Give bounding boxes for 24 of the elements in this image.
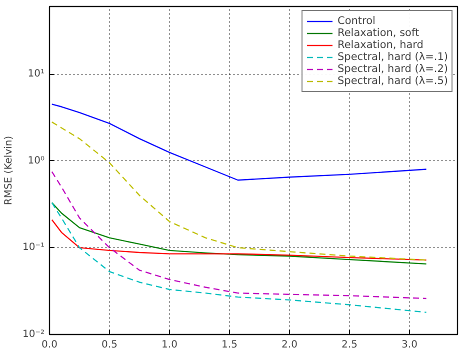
legend-label: Spectral, hard (λ=.1) [338,51,448,63]
line-series [51,171,427,300]
y-tick-label: 10⁻² [22,329,45,340]
x-tick-label: 1.5 [222,340,238,350]
x-tick-label: 0.0 [42,340,58,350]
line-series [51,202,427,313]
x-tick-label: 1.0 [162,340,178,350]
x-tick-label: 0.5 [102,340,118,350]
x-tick-label: 2.0 [282,340,298,350]
legend-label: Spectral, hard (λ=.5) [338,75,448,87]
legend-label: Relaxation, hard [338,39,424,51]
x-tick-label: 2.5 [342,340,358,350]
line-series [51,219,427,261]
line-series [51,121,427,261]
y-axis-title: RMSE (Kelvin) [3,136,14,206]
y-tick-label: 10⁻¹ [22,242,45,254]
legend-label: Control [338,15,376,27]
line-series [51,202,427,265]
x-tick-label: 3.0 [402,340,418,350]
legend-label: Spectral, hard (λ=.2) [338,63,448,75]
legend-label: Relaxation, soft [338,27,420,39]
y-tick-label: 10¹ [28,68,44,80]
y-tick-label: 10⁰ [28,155,44,166]
line-series [51,104,427,181]
